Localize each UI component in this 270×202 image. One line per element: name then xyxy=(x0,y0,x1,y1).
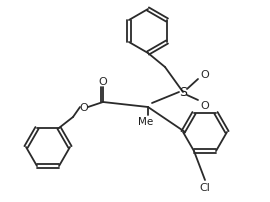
Text: O: O xyxy=(201,70,209,80)
Text: O: O xyxy=(80,102,88,113)
Text: S: S xyxy=(179,86,187,99)
Text: O: O xyxy=(201,101,209,110)
Text: Me: Me xyxy=(139,116,154,126)
Text: O: O xyxy=(99,77,107,87)
Text: Cl: Cl xyxy=(200,182,210,192)
